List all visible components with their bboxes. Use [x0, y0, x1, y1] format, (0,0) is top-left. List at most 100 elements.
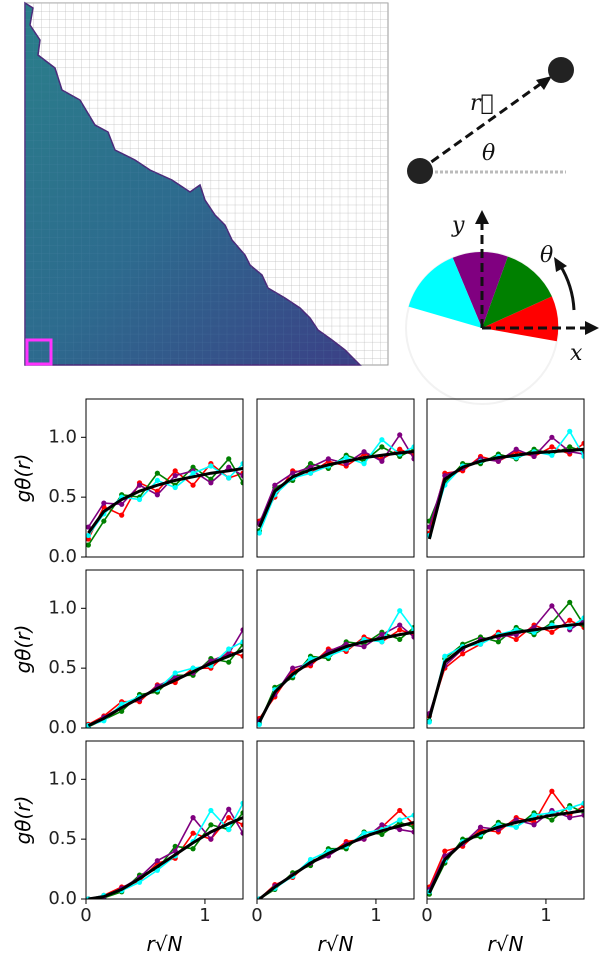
- rotation-arrow: [558, 264, 576, 311]
- data-point: [567, 815, 573, 821]
- data-point: [397, 627, 403, 633]
- data-point: [190, 830, 196, 836]
- data-point: [397, 622, 403, 628]
- highlight-box: [25, 338, 53, 366]
- arrow-head: [554, 257, 567, 272]
- data-point: [379, 831, 385, 837]
- data-point: [240, 473, 243, 479]
- x-axis-label: x: [570, 341, 583, 366]
- data-point: [119, 501, 125, 507]
- y-tick-label: 0.5: [48, 828, 77, 849]
- data-point: [190, 482, 196, 488]
- fit-curve: [258, 820, 414, 899]
- data-point: [495, 458, 501, 464]
- data-point: [226, 659, 232, 665]
- data-point: [172, 670, 178, 676]
- data-point: [119, 512, 125, 518]
- arrow-head: [585, 321, 599, 335]
- sector: [408, 257, 482, 328]
- y-tick-label: 1.0: [48, 597, 77, 618]
- axes-frame: [85, 398, 244, 558]
- arrow-head: [475, 210, 489, 224]
- data-point: [226, 826, 232, 833]
- y-axis-label: y: [451, 213, 465, 238]
- data-point: [581, 812, 584, 818]
- data-point: [307, 655, 314, 662]
- axes-frame: [256, 398, 415, 558]
- y-tick-label: 0.0: [48, 888, 77, 909]
- plot-area: [86, 456, 243, 548]
- data-point: [240, 480, 243, 486]
- data-point: [567, 599, 573, 605]
- panel: [426, 398, 585, 558]
- data-point: [581, 453, 584, 460]
- fit-curve: [427, 447, 584, 540]
- data-point: [411, 812, 414, 818]
- data-point: [208, 476, 214, 482]
- data-line: [428, 429, 584, 536]
- data-line: [428, 802, 584, 893]
- x-tick-label: 1: [370, 905, 381, 926]
- data-point: [240, 810, 243, 816]
- data-point: [290, 665, 296, 671]
- data-point: [190, 846, 196, 852]
- angle-label: θ: [482, 141, 495, 166]
- panel: 0.0 0.5 1.0 0 1 gθ(r) r√N: [11, 740, 244, 956]
- data-point: [442, 653, 448, 659]
- data-point: [513, 824, 519, 830]
- plot-area: [86, 800, 243, 899]
- plot-area: [427, 428, 584, 540]
- data-point: [567, 444, 573, 450]
- fit-curve: [87, 466, 243, 534]
- data-line: [258, 445, 414, 531]
- data-point: [460, 651, 466, 657]
- arrow-head: [536, 76, 552, 90]
- data-point: [307, 461, 314, 467]
- data-point: [172, 484, 178, 491]
- axes-frame: [256, 740, 415, 900]
- axes-frame: [426, 740, 585, 900]
- data-line: [258, 823, 414, 899]
- plot-area: [427, 599, 584, 725]
- sector: [452, 252, 508, 328]
- data-line: [87, 629, 243, 727]
- data-point: [397, 446, 403, 452]
- data-point: [257, 530, 262, 536]
- data-point: [567, 428, 573, 434]
- data-point: [442, 848, 448, 854]
- pair-diagram: r⃗ θ: [407, 57, 574, 184]
- data-point: [549, 603, 555, 609]
- cluster-image: [24, 1, 389, 366]
- data-point: [86, 524, 91, 530]
- y-axis-label: gθ(r): [11, 625, 35, 674]
- data-point: [495, 639, 501, 645]
- axes-frame: [426, 569, 585, 729]
- axes-frame: [256, 569, 415, 729]
- data-point: [379, 639, 385, 645]
- data-point: [549, 788, 555, 794]
- data-point: [549, 817, 555, 823]
- panel: 0.0 0.5 1.0 gθ(r): [11, 569, 244, 738]
- data-line: [428, 604, 584, 714]
- x-tick-label: 0: [80, 905, 91, 926]
- data-point: [581, 440, 584, 446]
- data-point: [343, 455, 349, 461]
- data-point: [86, 542, 91, 548]
- data-point: [549, 434, 555, 440]
- data-point: [361, 644, 367, 650]
- data-point: [411, 444, 414, 450]
- data-point: [361, 830, 367, 836]
- fit-curve: [428, 808, 584, 894]
- data-line: [258, 626, 414, 724]
- y-tick-label: 0.0: [48, 717, 77, 738]
- fit-curve: [258, 450, 414, 528]
- axes-frame: [426, 398, 585, 558]
- data-point: [379, 444, 385, 450]
- data-point: [549, 629, 555, 635]
- data-line: [88, 807, 243, 899]
- data-point: [208, 463, 214, 469]
- data-point: [208, 807, 214, 814]
- data-point: [411, 456, 414, 462]
- data-point: [136, 496, 143, 503]
